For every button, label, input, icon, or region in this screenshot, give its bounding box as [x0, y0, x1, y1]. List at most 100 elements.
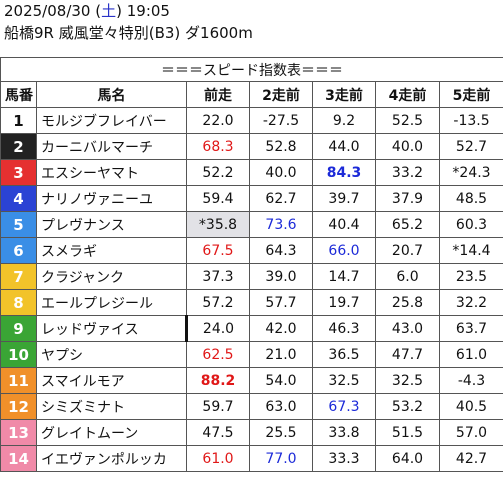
table-row: 11 スマイルモア 88.2 54.0 32.5 32.5 -4.3 — [0, 367, 503, 394]
horse-number: 6 — [0, 237, 37, 264]
speed-index-5: 48.5 — [438, 185, 503, 212]
speed-index-5: 57.0 — [438, 419, 503, 446]
horse-number: 3 — [0, 159, 37, 186]
horse-name: エスシーヤマト — [36, 159, 187, 186]
horse-name: グレイトムーン — [36, 419, 187, 446]
race-time: 19:05 — [121, 2, 170, 20]
speed-index-1: 59.4 — [186, 185, 250, 212]
speed-index-2: 40.0 — [249, 159, 313, 186]
horse-number: 1 — [0, 107, 37, 134]
table-row: 7 クラジャンク 37.3 39.0 14.7 6.0 23.5 — [0, 263, 503, 290]
speed-index-5: -13.5 — [438, 107, 503, 134]
horse-number: 10 — [0, 341, 37, 368]
table-row: 5 プレヴナンス *35.8 73.6 40.4 65.2 60.3 — [0, 211, 503, 238]
horse-name: ヤプシ — [36, 341, 187, 368]
speed-index-4: 64.0 — [375, 445, 440, 472]
speed-index-4: 6.0 — [375, 263, 440, 290]
table-title: ＝＝＝スピード指数表＝＝＝ — [0, 57, 503, 82]
speed-index-4: 37.9 — [375, 185, 440, 212]
speed-index-2: 64.3 — [249, 237, 313, 264]
col-header-4-races-ago: 4走前 — [375, 81, 440, 108]
speed-index-1: 22.0 — [186, 107, 250, 134]
speed-index-5: 63.7 — [438, 315, 503, 342]
speed-index-3: 36.5 — [312, 341, 376, 368]
speed-index-4: 25.8 — [375, 289, 440, 316]
horse-number: 8 — [0, 289, 37, 316]
horse-number: 2 — [0, 133, 37, 160]
speed-index-1: 88.2 — [186, 367, 250, 394]
horse-number: 14 — [0, 445, 37, 472]
speed-index-5: 60.3 — [438, 211, 503, 238]
speed-index-4: 51.5 — [375, 419, 440, 446]
speed-index-2: 62.7 — [249, 185, 313, 212]
speed-index-1: 61.0 — [186, 445, 250, 472]
horse-name: シミズミナト — [36, 393, 187, 420]
speed-index-2: 52.8 — [249, 133, 313, 160]
speed-index-2: 42.0 — [249, 315, 313, 342]
speed-index-4: 32.5 — [375, 367, 440, 394]
table-row: 2 カーニバルマーチ 68.3 52.8 44.0 40.0 52.7 — [0, 133, 503, 160]
speed-index-3: 33.3 — [312, 445, 376, 472]
speed-index-2: 77.0 — [249, 445, 313, 472]
table-row: 8 エールプレジール 57.2 57.7 19.7 25.8 32.2 — [0, 289, 503, 316]
speed-index-4: 20.7 — [375, 237, 440, 264]
table-row: 6 スメラギ 67.5 64.3 66.0 20.7 *14.4 — [0, 237, 503, 264]
horse-number: 7 — [0, 263, 37, 290]
speed-index-5: 61.0 — [438, 341, 503, 368]
speed-index-3: 84.3 — [312, 159, 376, 186]
table-row: 9 レッドヴァイス 24.0 42.0 46.3 43.0 63.7 — [0, 315, 503, 342]
col-header-2-races-ago: 2走前 — [249, 81, 313, 108]
speed-index-2: 39.0 — [249, 263, 313, 290]
speed-index-2: 25.5 — [249, 419, 313, 446]
race-weekday: 土 — [101, 2, 117, 20]
speed-index-table: ＝＝＝スピード指数表＝＝＝ 馬番 馬名 前走 2走前 3走前 4走前 5走前 1… — [0, 57, 503, 472]
table-row: 13 グレイトムーン 47.5 25.5 33.8 51.5 57.0 — [0, 419, 503, 446]
speed-index-4: 47.7 — [375, 341, 440, 368]
speed-index-3: 32.5 — [312, 367, 376, 394]
speed-index-5: 23.5 — [438, 263, 503, 290]
table-row: 12 シミズミナト 59.7 63.0 67.3 53.2 40.5 — [0, 393, 503, 420]
speed-index-5: 52.7 — [438, 133, 503, 160]
speed-index-4: 53.2 — [375, 393, 440, 420]
speed-index-4: 65.2 — [375, 211, 440, 238]
speed-index-3: 14.7 — [312, 263, 376, 290]
speed-index-2: 57.7 — [249, 289, 313, 316]
speed-index-2: 73.6 — [249, 211, 313, 238]
speed-index-3: 67.3 — [312, 393, 376, 420]
speed-index-3: 40.4 — [312, 211, 376, 238]
horse-number: 12 — [0, 393, 37, 420]
table-row: 4 ナリノヴァニーユ 59.4 62.7 39.7 37.9 48.5 — [0, 185, 503, 212]
speed-index-5: 40.5 — [438, 393, 503, 420]
speed-index-1: 68.3 — [186, 133, 250, 160]
col-header-name: 馬名 — [36, 81, 187, 108]
horse-number: 9 — [0, 315, 37, 342]
horse-number: 11 — [0, 367, 37, 394]
speed-index-5: *24.3 — [438, 159, 503, 186]
col-header-3-races-ago: 3走前 — [312, 81, 376, 108]
horse-name: スメラギ — [36, 237, 187, 264]
race-info: 船橋9R 威風堂々特別(B3) ダ1600m — [4, 24, 253, 42]
horse-name: ナリノヴァニーユ — [36, 185, 187, 212]
speed-index-4: 52.5 — [375, 107, 440, 134]
race-header: 2025/08/30 (土) 19:05 船橋9R 威風堂々特別(B3) ダ16… — [4, 0, 499, 44]
speed-index-4: 43.0 — [375, 315, 440, 342]
speed-index-3: 39.7 — [312, 185, 376, 212]
speed-index-2: 63.0 — [249, 393, 313, 420]
horse-name: レッドヴァイス — [36, 315, 188, 342]
horse-number: 13 — [0, 419, 37, 446]
horse-name: プレヴナンス — [36, 211, 187, 238]
col-header-number: 馬番 — [0, 81, 37, 108]
race-date: 2025/08/30 — [4, 2, 91, 20]
speed-index-3: 9.2 — [312, 107, 376, 134]
horse-name: モルジブフレイバー — [36, 107, 187, 134]
speed-index-5: 32.2 — [438, 289, 503, 316]
speed-index-1: 52.2 — [186, 159, 250, 186]
speed-index-5: *14.4 — [438, 237, 503, 264]
horse-name: エールプレジール — [36, 289, 187, 316]
col-header-last-race: 前走 — [186, 81, 250, 108]
speed-index-1: 24.0 — [186, 315, 250, 342]
table-title-row: ＝＝＝スピード指数表＝＝＝ — [0, 57, 503, 82]
speed-index-1: 62.5 — [186, 341, 250, 368]
horse-name: カーニバルマーチ — [36, 133, 187, 160]
speed-index-5: -4.3 — [438, 367, 503, 394]
